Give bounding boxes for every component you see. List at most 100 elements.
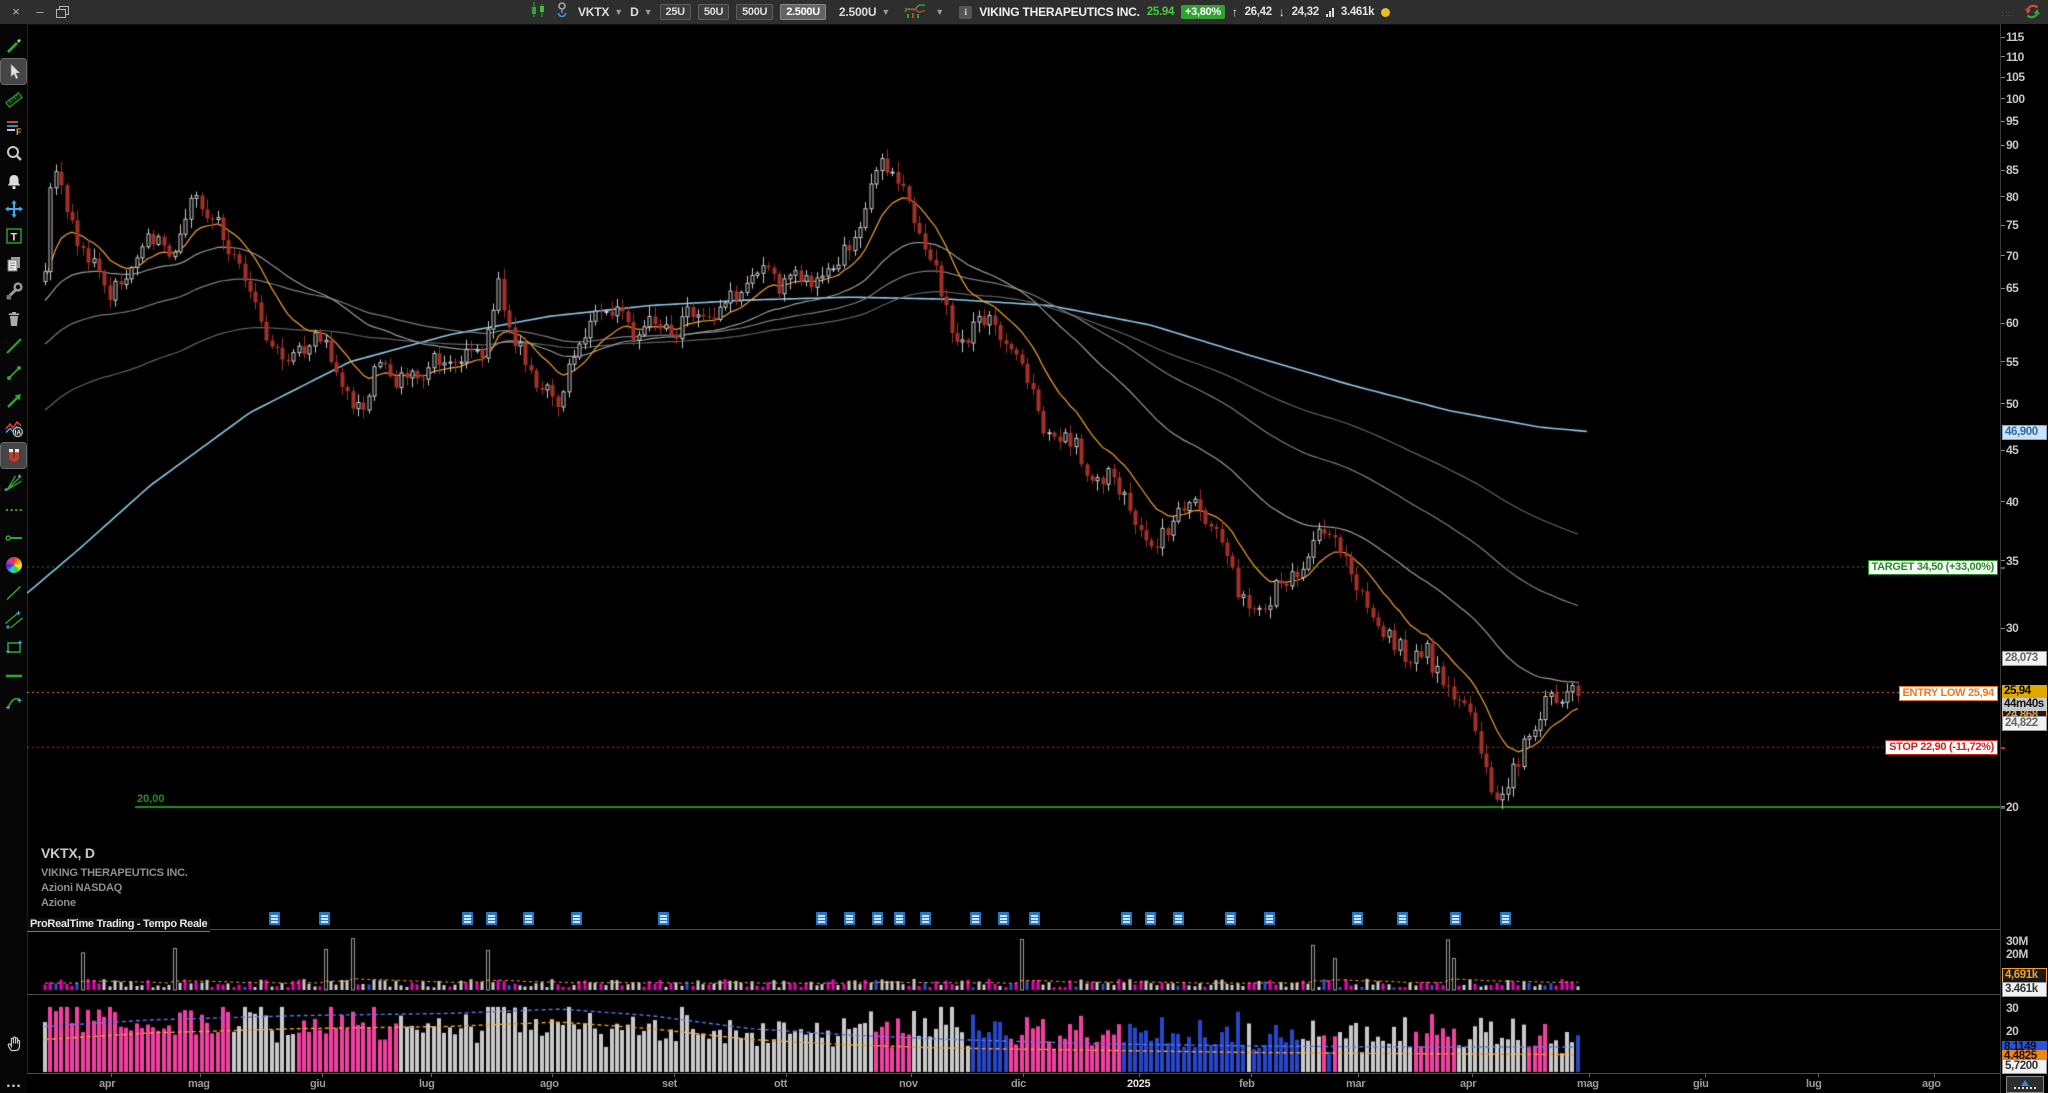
tool-alerts-bell-icon[interactable] — [1, 169, 26, 194]
tool-segment-line-icon[interactable] — [1, 361, 26, 386]
entry-level-label[interactable]: ENTRY LOW 25,94 — [1898, 686, 1998, 701]
quantity-button-2500u[interactable]: 2.500U — [780, 4, 826, 20]
news-document-icon[interactable] — [844, 912, 855, 925]
axis-upper-label: 28,073 — [2002, 651, 2047, 666]
time-axis-tick-mark — [911, 1074, 912, 1077]
news-document-icon[interactable] — [1029, 912, 1040, 925]
news-document-icon[interactable] — [1393, 912, 1408, 927]
drawing-tools-sidebar: F T IA … — [0, 24, 28, 1093]
news-document-icon[interactable] — [269, 912, 280, 925]
news-document-icon[interactable] — [1450, 912, 1461, 925]
price-axis-tick-mark — [2001, 403, 2005, 405]
news-document-icon[interactable] — [970, 912, 981, 925]
tool-text-tool-icon[interactable]: T — [1, 224, 26, 249]
news-document-icon[interactable] — [1225, 912, 1236, 925]
news-document-icon[interactable] — [1496, 912, 1511, 927]
close-window-icon[interactable]: × — [12, 4, 20, 19]
indicator-pane-canvas[interactable] — [27, 996, 2000, 1074]
tool-oblique-line-icon[interactable] — [1, 580, 26, 605]
target-level-label[interactable]: TARGET 34,50 (+33,00%) — [1867, 560, 1998, 575]
tool-arc-tool-icon[interactable] — [1, 690, 26, 715]
tool-ai-trendline-icon[interactable]: IA — [1, 416, 26, 441]
indicator-last-label: 5,7200 — [2002, 1059, 2047, 1074]
news-document-icon[interactable] — [486, 912, 497, 925]
go-to-latest-button[interactable] — [2006, 1076, 2044, 1093]
bell-icon — [7, 174, 20, 189]
tool-object-tools-icon[interactable] — [1, 279, 26, 304]
info-icon[interactable]: i — [959, 5, 973, 19]
tool-color-picker-icon[interactable] — [1, 553, 26, 578]
tool-rectangle-tool-icon[interactable] — [1, 635, 26, 660]
tool-delete-trash-icon[interactable] — [1, 306, 26, 331]
trendline-icon — [5, 338, 22, 354]
quantity-dropdown-value: 2.500U — [838, 5, 877, 19]
sync-refresh-icon[interactable] — [2023, 3, 2042, 25]
tool-horizontal-line-icon[interactable] — [1, 662, 26, 687]
tool-pitchfork-fan-icon[interactable] — [1, 470, 26, 495]
candlestick-chart-icon[interactable] — [530, 1, 546, 23]
news-document-icon[interactable] — [1117, 912, 1132, 927]
pane-separator — [27, 994, 2048, 995]
tool-zoom-icon[interactable] — [1, 142, 26, 167]
news-document-icon[interactable] — [1169, 912, 1184, 927]
news-document-icon[interactable] — [462, 912, 473, 925]
tool-select-cursor-icon[interactable] — [0, 58, 27, 86]
top-toolbar: × – VKTX ▼ D ▼ 25U 50U 500U 2.500U — [0, 0, 2048, 25]
symbol-selector[interactable]: VKTX ▼ — [578, 5, 623, 19]
tool-channel-tool-icon[interactable] — [1, 607, 26, 632]
up-arrow-icon: ↑ — [1231, 5, 1238, 19]
tool-indicators-list-icon[interactable]: F — [1, 114, 26, 139]
news-document-icon[interactable] — [658, 912, 669, 925]
timeframe-selector[interactable]: D ▼ — [630, 5, 652, 19]
support-level-label[interactable]: 20,00 — [137, 793, 165, 805]
quantity-button-500u[interactable]: 500U — [736, 4, 774, 20]
instrument-info-block: VKTX, D VIKING THERAPEUTICS INC. Azioni … — [41, 845, 188, 911]
volume-bars-icon — [1325, 7, 1334, 17]
stop-level-label[interactable]: STOP 22,90 (-11,72%) — [1885, 740, 1998, 755]
pan-hand-icon[interactable] — [1, 1030, 26, 1055]
news-document-icon[interactable] — [519, 912, 534, 927]
price-axis-tick-mark — [2001, 224, 2005, 226]
quantity-button-50u[interactable]: 50U — [697, 4, 730, 20]
news-document-icon[interactable] — [1348, 912, 1363, 927]
tool-dotted-horizontal-line-icon[interactable] — [1, 498, 26, 523]
quantity-dropdown[interactable]: 2.500U ▼ — [839, 5, 890, 19]
news-document-icon[interactable] — [1141, 912, 1156, 927]
tool-measure-ruler-icon[interactable] — [1, 87, 26, 112]
tool-magnet-mode-icon[interactable] — [0, 442, 27, 469]
chart-style-icon[interactable] — [903, 1, 927, 23]
price-axis-tick-mark — [2001, 255, 2005, 257]
news-document-icon[interactable] — [868, 912, 883, 927]
tool-duplicate-copy-icon[interactable] — [1, 251, 26, 276]
tool-trend-line-icon[interactable] — [1, 333, 26, 358]
cursor-icon — [10, 63, 21, 80]
drag-handle-dots[interactable]: ∷∷ — [2001, 8, 2015, 19]
volume-axis-tick: 30M — [2006, 934, 2028, 948]
time-axis[interactable]: apr mag giu lug ago set ott nov dic 2025 feb mar apr… — [27, 1074, 2000, 1093]
copy-icon — [7, 256, 20, 272]
news-document-icon[interactable] — [1260, 912, 1275, 927]
more-tools-dots[interactable]: … — [5, 1073, 22, 1091]
tool-pan-move-icon[interactable] — [1, 196, 26, 221]
time-axis-month-label: giu — [1693, 1078, 1709, 1090]
news-document-icon[interactable] — [315, 912, 330, 927]
tool-horizontal-ray-icon[interactable] — [1, 525, 26, 550]
price-chart-canvas[interactable] — [27, 24, 2000, 929]
chart-style-dropdown-icon[interactable]: ▼ — [935, 7, 945, 17]
tool-draw-pencil-icon[interactable] — [1, 32, 26, 57]
news-document-icon[interactable] — [567, 912, 582, 927]
news-document-icon[interactable] — [998, 912, 1009, 925]
quantity-button-25u[interactable]: 25U — [659, 4, 691, 20]
tool-arrow-line-icon[interactable] — [1, 388, 26, 413]
calendar-dots-icon — [2014, 1087, 2036, 1089]
link-anchor-icon[interactable] — [553, 1, 571, 24]
news-document-icon[interactable] — [894, 912, 905, 925]
minimize-window-icon[interactable]: – — [36, 4, 44, 19]
restore-window-icon[interactable] — [56, 6, 69, 18]
price-axis-tick: 80 — [2006, 189, 2019, 204]
news-document-icon[interactable] — [816, 912, 827, 925]
volume-pane-canvas[interactable] — [27, 930, 2000, 994]
price-axis[interactable]: 46,900 28,073 24,868 25,94 44m40s 24,822… — [2000, 24, 2048, 1093]
news-document-icon[interactable] — [920, 912, 931, 925]
tools-icon — [6, 282, 23, 300]
